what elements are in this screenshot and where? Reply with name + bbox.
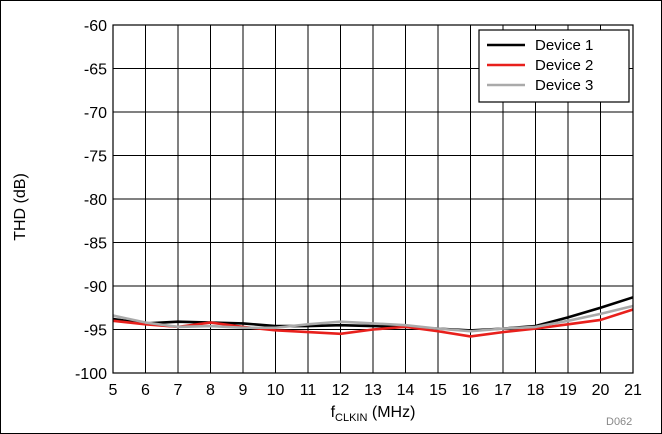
x-tick-label: 16 — [462, 382, 480, 399]
x-tick-labels: 5 6 7 8 9 10 11 12 13 14 15 16 17 18 19 20 21 — [109, 382, 642, 399]
y-tick-label: -90 — [84, 279, 107, 296]
x-tick-label: 15 — [429, 382, 447, 399]
x-tick-label: 14 — [397, 382, 415, 399]
legend-label: Device 3 — [535, 77, 593, 94]
y-tick-label: -75 — [84, 149, 107, 166]
y-axis-label: THD (dB) — [12, 173, 29, 241]
x-axis-label-main: f — [331, 404, 336, 421]
x-tick-label: 19 — [559, 382, 577, 399]
x-tick-label: 6 — [141, 382, 150, 399]
x-axis-label: fCLKIN (MHz) — [331, 404, 416, 424]
x-axis-label-subscript: CLKIN — [335, 412, 367, 424]
figure-code: D062 — [606, 416, 632, 428]
x-tick-label: 10 — [267, 382, 285, 399]
x-tick-label: 17 — [494, 382, 512, 399]
x-tick-label: 20 — [592, 382, 610, 399]
y-tick-labels: -60 -65 -70 -75 -80 -85 -90 -95 -100 — [75, 18, 107, 383]
legend: Device 1 Device 2 Device 3 — [478, 29, 630, 103]
y-tick-label: -70 — [84, 105, 107, 122]
legend-label: Device 1 — [535, 37, 593, 54]
x-tick-label: 12 — [332, 382, 350, 399]
x-axis-label-unit: (MHz) — [367, 404, 415, 421]
x-tick-label: 7 — [174, 382, 183, 399]
x-tick-label: 11 — [300, 382, 317, 399]
y-tick-label: -60 — [84, 18, 107, 35]
x-tick-label: 13 — [364, 382, 382, 399]
x-tick-label: 9 — [239, 382, 248, 399]
y-tick-label: -100 — [75, 366, 107, 383]
y-tick-label: -80 — [84, 192, 107, 209]
series-line-device-2 — [112, 308, 634, 338]
y-tick-label: -85 — [84, 236, 107, 253]
x-tick-label: 5 — [109, 382, 118, 399]
series-lines — [112, 296, 634, 338]
y-tick-label: -65 — [84, 62, 107, 79]
series-line-device-3 — [112, 304, 634, 333]
x-tick-label: 18 — [527, 382, 545, 399]
plot-border — [112, 24, 634, 374]
x-tick-label: 8 — [206, 382, 215, 399]
y-tick-label: -95 — [84, 323, 107, 340]
x-tick-label: 21 — [624, 382, 642, 399]
legend-label: Device 2 — [535, 57, 593, 74]
series-line-device-1 — [112, 296, 634, 332]
